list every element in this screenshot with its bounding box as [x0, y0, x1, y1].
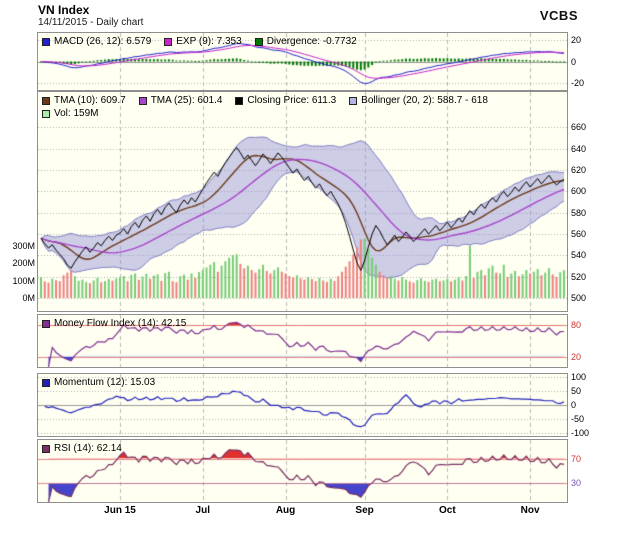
rsi-legend-label: RSI (14): 62.14 [54, 443, 122, 454]
legend-item-closing-price: Closing Price: 611.3 [235, 95, 336, 106]
rsi-panel: RSI (14): 62.14 [37, 439, 568, 503]
axis-tick-label: 500 [571, 293, 587, 304]
price-plot [38, 92, 567, 311]
axis-tick-label: -50 [571, 414, 585, 425]
momentum-legend: Momentum (12): 15.03 [42, 377, 155, 388]
axis-tick-label: 640 [571, 143, 587, 154]
x-axis-month-label: Sep [355, 505, 374, 516]
axis-tick-label: 100 [571, 371, 587, 382]
price-panel: TMA (10): 609.7 TMA (25): 601.4 Closing … [37, 91, 568, 312]
mfi-legend: Money Flow Index (14): 42.15 [42, 318, 186, 329]
x-axis-month-label: Oct [439, 505, 456, 516]
tma25-swatch-icon [138, 96, 147, 105]
price-legend-row2: Vol: 159M [42, 108, 98, 119]
closing-price-swatch-icon [235, 96, 244, 105]
momentum-legend-label: Momentum (12): 15.03 [54, 377, 156, 388]
legend-item-rsi: RSI (14): 62.14 [42, 443, 122, 454]
legend-item-bollinger: Bollinger (20, 2): 588.7 - 618 [349, 95, 488, 106]
axis-tick-label: 540 [571, 250, 587, 261]
mfi-plot [38, 315, 567, 367]
legend-item-tma25: TMA (25): 601.4 [138, 95, 223, 106]
axis-tick-label: 600 [571, 186, 587, 197]
axis-tick-label: -100 [571, 428, 590, 439]
axis-tick-label: 30 [571, 478, 582, 489]
mfi-legend-label: Money Flow Index (14): 42.15 [54, 318, 187, 329]
legend-item-momentum: Momentum (12): 15.03 [42, 377, 155, 388]
momentum-panel: Momentum (12): 15.03 [37, 373, 568, 437]
momentum-swatch-icon [42, 378, 50, 387]
legend-item-tma10: TMA (10): 609.7 [42, 95, 126, 106]
mfi-swatch-icon [42, 319, 50, 328]
legend-item-divergence: Divergence: -0.7732 [254, 36, 357, 47]
axis-tick-label: 20 [571, 35, 582, 46]
axis-tick-label: 0 [571, 400, 577, 410]
x-axis-month-label: Jul [195, 505, 210, 516]
tma10-legend-label: TMA (10): 609.7 [54, 95, 126, 106]
axis-tick-label: 560 [571, 229, 587, 240]
rsi-swatch-icon [42, 444, 50, 453]
axis-tick-label: 20 [571, 351, 582, 362]
axis-tick-label: 0 [571, 56, 577, 67]
axis-tick-label: 620 [571, 164, 587, 175]
volume-axis-label: 300M [12, 240, 35, 251]
volume-axis-label: 100M [12, 275, 35, 286]
exp-swatch-icon [164, 37, 173, 46]
bollinger-swatch-icon [349, 96, 358, 105]
macd-swatch-icon [42, 37, 50, 46]
legend-item-exp: EXP (9): 7.353 [164, 36, 242, 47]
volume-swatch-icon [42, 109, 50, 118]
legend-item-macd: MACD (26, 12): 6.579 [42, 36, 151, 47]
legend-item-mfi: Money Flow Index (14): 42.15 [42, 318, 186, 329]
x-axis-month-label: Aug [275, 505, 296, 516]
axis-tick-label: 520 [571, 271, 587, 282]
axis-tick-label: 660 [571, 122, 587, 133]
macd-plot [38, 33, 567, 90]
rsi-legend: RSI (14): 62.14 [42, 443, 122, 454]
volume-legend-label: Vol: 159M [54, 108, 99, 119]
axis-tick-label: -20 [571, 77, 585, 88]
rsi-plot [38, 440, 567, 502]
legend-item-volume: Vol: 159M [42, 108, 98, 119]
momentum-plot [38, 374, 567, 436]
macd-panel: MACD (26, 12): 6.579 EXP (9): 7.353 Dive… [37, 32, 568, 91]
tma25-legend-label: TMA (25): 601.4 [150, 95, 223, 106]
macd-legend-label: MACD (26, 12): 6.579 [54, 36, 152, 47]
axis-tick-label: 50 [571, 385, 582, 396]
closing-price-legend-label: Closing Price: 611.3 [247, 95, 337, 106]
bollinger-legend-label: Bollinger (20, 2): 588.7 - 618 [361, 95, 488, 106]
volume-axis-label: 0M [22, 293, 35, 303]
macd-legend: MACD (26, 12): 6.579 EXP (9): 7.353 Dive… [42, 36, 357, 47]
chart-subtitle: 14/11/2015 - Daily chart [38, 17, 144, 28]
axis-tick-label: 80 [571, 320, 582, 331]
x-axis-month-label: Jun 15 [104, 505, 136, 516]
volume-axis-label: 200M [12, 258, 35, 268]
page-title: VN Index [38, 3, 90, 17]
x-axis-month-label: Nov [520, 505, 540, 516]
tma10-swatch-icon [42, 96, 50, 105]
mfi-panel: Money Flow Index (14): 42.15 [37, 314, 568, 368]
divergence-legend-label: Divergence: -0.7732 [266, 36, 357, 47]
divergence-swatch-icon [254, 37, 263, 46]
axis-tick-label: 70 [571, 453, 582, 464]
price-legend-row1: TMA (10): 609.7 TMA (25): 601.4 Closing … [42, 95, 488, 106]
brand-logo: VCBS [539, 8, 578, 23]
exp-legend-label: EXP (9): 7.353 [176, 36, 242, 47]
axis-tick-label: 580 [571, 207, 587, 218]
